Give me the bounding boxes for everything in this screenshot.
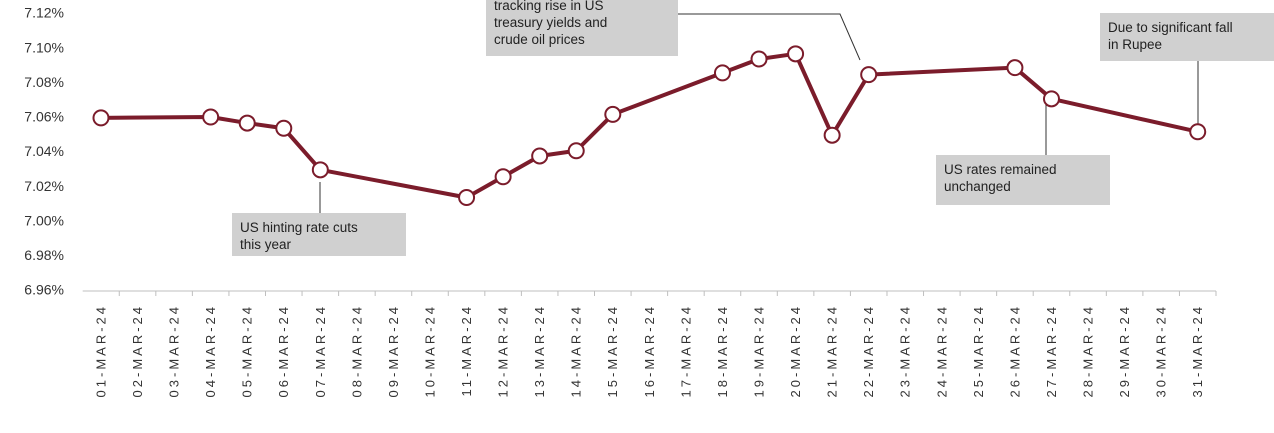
x-tick-label: 08-MAR-24 <box>349 304 364 397</box>
x-tick-label: 19-MAR-24 <box>751 304 766 397</box>
x-tick-label: 04-MAR-24 <box>203 304 218 397</box>
y-tick-label: 7.00% <box>24 212 64 228</box>
x-tick-label: 06-MAR-24 <box>276 304 291 397</box>
y-tick-label: 7.02% <box>24 178 64 194</box>
x-tick-label: 15-MAR-24 <box>605 304 620 397</box>
x-tick-label: 23-MAR-24 <box>898 304 913 397</box>
annotation-text: in Rupee <box>1108 37 1162 52</box>
x-tick-label: 28-MAR-24 <box>1080 304 1095 397</box>
annotation-text: this year <box>240 237 292 252</box>
y-tick-label: 7.12% <box>24 5 64 21</box>
x-tick-label: 07-MAR-24 <box>313 304 328 397</box>
marker <box>458 189 476 207</box>
marker <box>202 108 220 126</box>
annotation-box <box>936 155 1110 205</box>
y-tick-label: 7.08% <box>24 74 64 90</box>
x-tick-label: 10-MAR-24 <box>422 304 437 397</box>
annotation-text: treasury yields and <box>494 15 607 30</box>
x-tick-label: 21-MAR-24 <box>825 304 840 397</box>
y-tick-label: 7.10% <box>24 39 64 55</box>
marker <box>1042 90 1060 108</box>
marker <box>713 64 731 82</box>
x-tick-label: 11-MAR-24 <box>459 304 474 397</box>
x-tick-label: 22-MAR-24 <box>861 304 876 397</box>
marker <box>860 66 878 84</box>
x-tick-label: 20-MAR-24 <box>788 304 803 397</box>
annotation-box <box>486 0 678 56</box>
marker <box>750 50 768 68</box>
x-tick-label: 25-MAR-24 <box>971 304 986 397</box>
marker <box>787 45 805 63</box>
x-tick-label: 01-MAR-24 <box>93 304 108 397</box>
y-tick-label: 7.06% <box>24 109 64 125</box>
x-tick-label: 12-MAR-24 <box>496 304 511 397</box>
marker <box>567 142 585 160</box>
annotation-text: Due to significant fall <box>1108 20 1233 35</box>
x-tick-label: 29-MAR-24 <box>1117 304 1132 397</box>
x-tick-label: 05-MAR-24 <box>240 304 255 397</box>
x-tick-label: 02-MAR-24 <box>130 304 145 397</box>
annotation-text: unchanged <box>944 179 1011 194</box>
annotation-text: US rates remained <box>944 162 1057 177</box>
marker <box>238 114 256 132</box>
x-tick-label: 24-MAR-24 <box>934 304 949 397</box>
annotation-box <box>232 213 406 256</box>
x-tick-label: 14-MAR-24 <box>569 304 584 397</box>
x-tick-label: 30-MAR-24 <box>1154 304 1169 397</box>
x-tick-label: 26-MAR-24 <box>1007 304 1022 397</box>
x-tick-label: 31-MAR-24 <box>1190 304 1205 397</box>
x-tick-label: 27-MAR-24 <box>1044 304 1059 397</box>
x-tick-label: 13-MAR-24 <box>532 304 547 397</box>
y-tick-label: 7.04% <box>24 143 64 159</box>
annotation-text: tracking rise in US <box>494 0 604 13</box>
marker <box>311 161 329 179</box>
marker <box>275 119 293 137</box>
marker <box>604 105 622 123</box>
x-tick-label: 03-MAR-24 <box>167 304 182 397</box>
y-tick-label: 6.96% <box>24 282 64 298</box>
x-tick-label: 17-MAR-24 <box>678 304 693 397</box>
marker <box>92 109 110 127</box>
marker <box>1189 123 1207 141</box>
annotation-connector <box>678 13 861 61</box>
marker <box>1006 59 1024 77</box>
annotation-text: US hinting rate cuts <box>240 220 358 235</box>
x-tick-label: 16-MAR-24 <box>642 304 657 397</box>
marker <box>531 147 549 165</box>
x-tick-label: 09-MAR-24 <box>386 304 401 397</box>
marker <box>494 168 512 186</box>
y-tick-label: 6.98% <box>24 247 64 263</box>
x-tick-label: 18-MAR-24 <box>715 304 730 397</box>
annotation-box <box>1100 13 1274 61</box>
marker <box>823 126 841 144</box>
annotation-text: crude oil prices <box>494 32 585 47</box>
